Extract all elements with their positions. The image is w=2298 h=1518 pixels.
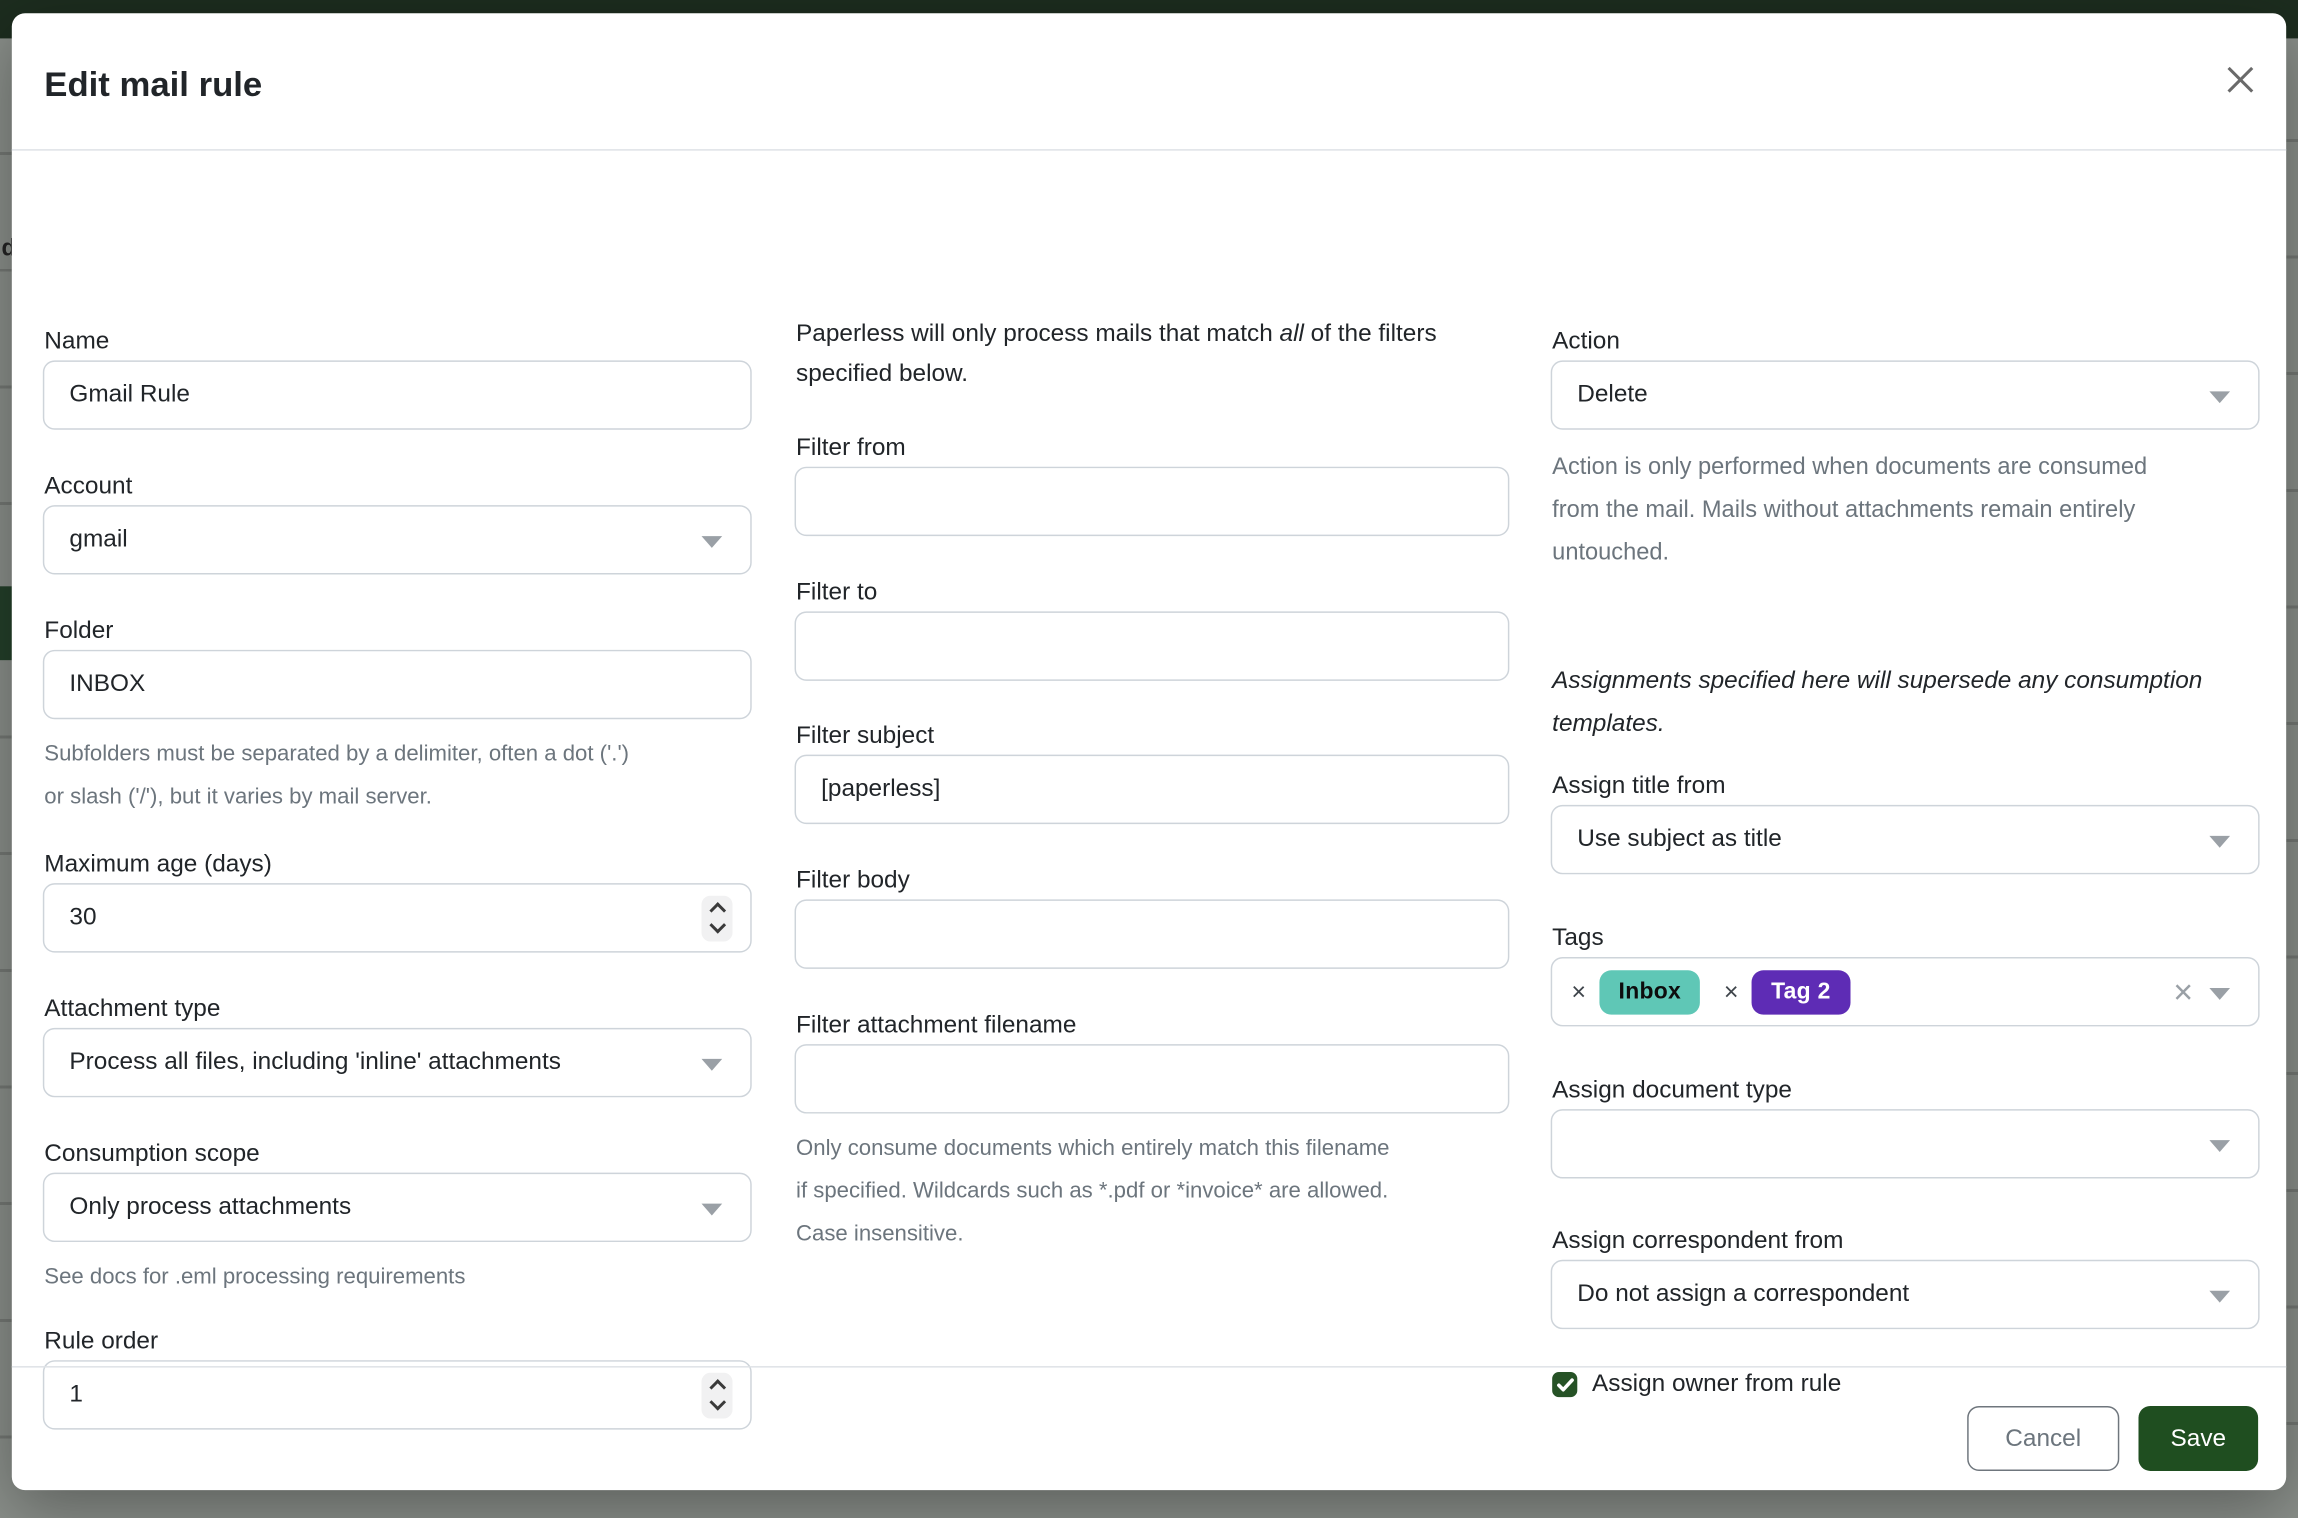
rule-order-label: Rule order <box>44 1327 159 1355</box>
column-filters: Paperless will only process mails that m… <box>794 149 1510 1366</box>
max-age-value: 30 <box>69 903 97 931</box>
tag-remove-x-icon[interactable] <box>1571 979 1586 1004</box>
x-icon <box>2224 64 2256 96</box>
caret-down-icon <box>2209 987 2231 1000</box>
intro-emphasis: all <box>1279 320 1304 348</box>
filter-to-input[interactable] <box>794 611 1510 681</box>
action-label: Action <box>1552 327 1620 355</box>
max-age-input[interactable]: 30 <box>42 883 752 953</box>
attachment-type-value: Process all files, including 'inline' at… <box>69 1048 561 1076</box>
filter-from-label: Filter from <box>796 434 906 461</box>
consumption-scope-help-text: See docs for .eml processing requirement… <box>44 1264 466 1290</box>
action-value: Delete <box>1577 381 1648 408</box>
caret-down-icon <box>701 1202 723 1215</box>
close-button[interactable] <box>2224 64 2256 96</box>
save-button[interactable]: Save <box>2138 1405 2259 1471</box>
number-spinner[interactable] <box>701 1372 733 1418</box>
filter-to-label: Filter to <box>796 578 878 606</box>
filter-body-input[interactable] <box>794 899 1510 969</box>
filter-from-input[interactable] <box>794 466 1510 537</box>
tags-multiselect[interactable]: Inbox Tag 2 <box>1550 957 2260 1027</box>
modal-header: Edit mail rule <box>11 13 2287 151</box>
assign-document-type-select[interactable] <box>1550 1109 2260 1179</box>
caret-down-icon <box>701 1058 723 1070</box>
name-input[interactable]: Gmail Rule <box>42 360 752 430</box>
tags-label: Tags <box>1552 924 1604 952</box>
page-rows-left-behind <box>0 38 12 1518</box>
rule-order-input[interactable]: 1 <box>42 1360 752 1430</box>
account-select[interactable]: gmail <box>42 505 752 575</box>
tags-clear-x-icon[interactable] <box>2173 975 2193 1009</box>
action-select[interactable]: Delete <box>1550 360 2260 430</box>
modal-footer: Cancel Save <box>11 1366 2287 1489</box>
assign-title-from-label: Assign title from <box>1552 772 1726 799</box>
attachment-type-label: Attachment type <box>44 995 221 1022</box>
max-age-label: Maximum age (days) <box>44 850 272 878</box>
filter-subject-label: Filter subject <box>796 722 935 749</box>
assign-document-type-label: Assign document type <box>1552 1076 1792 1104</box>
chevron-down-icon <box>708 916 726 934</box>
filter-attachment-help-text: Only consume documents which entirely ma… <box>796 1135 1390 1247</box>
consumption-scope-label: Consumption scope <box>44 1140 260 1167</box>
column-actions: Action Delete Action is only performed w… <box>1550 149 2260 1398</box>
tags-chip-list: Inbox Tag 2 <box>1571 969 1850 1014</box>
assign-owner-label: Assign owner from rule <box>1592 1370 1842 1398</box>
caret-down-icon <box>2209 835 2231 847</box>
caret-down-icon <box>2209 1139 2231 1152</box>
name-label: Name <box>44 327 110 355</box>
caret-down-icon <box>2209 1290 2231 1302</box>
tag-remove-x-icon[interactable] <box>1724 979 1739 1004</box>
account-label: Account <box>44 472 133 500</box>
folder-input[interactable]: INBOX <box>42 649 752 720</box>
assign-owner-row: Assign owner from rule <box>1552 1371 1841 1399</box>
assign-title-from-select[interactable]: Use subject as title <box>1550 804 2260 875</box>
folder-help-text: Subfolders must be separated by a delimi… <box>44 741 630 810</box>
intro-post: of the filters specified below. <box>796 320 1437 387</box>
assign-correspondent-from-value: Do not assign a correspondent <box>1577 1280 1910 1308</box>
filter-body-label: Filter body <box>796 866 910 894</box>
caret-down-icon <box>701 535 723 548</box>
action-help-text: Action is only performed when documents … <box>1552 454 2148 566</box>
edit-mail-rule-modal: Edit mail rule Name Gmail Rule Acco <box>11 13 2287 1491</box>
assign-correspondent-from-label: Assign correspondent from <box>1552 1227 1844 1254</box>
assign-owner-checkbox[interactable] <box>1552 1372 1578 1398</box>
filter-attachment-filename-label: Filter attachment filename <box>796 1011 1077 1039</box>
caret-down-icon <box>2209 390 2231 403</box>
consumption-scope-select[interactable]: Only process attachments <box>42 1172 752 1243</box>
modal-body: Name Gmail Rule Account gmail Folder INB… <box>12 149 2286 1430</box>
consumption-scope-value: Only process attachments <box>69 1193 352 1220</box>
rule-order-value: 1 <box>69 1380 83 1408</box>
cancel-button[interactable]: Cancel <box>1967 1405 2120 1471</box>
green-element-behind <box>0 586 12 661</box>
assign-title-from-value: Use subject as title <box>1577 825 1782 853</box>
check-icon <box>1556 1377 1574 1391</box>
tag-chip-tag-2[interactable]: Tag 2 <box>1751 969 1850 1014</box>
attachment-type-select[interactable]: Process all files, including 'inline' at… <box>42 1027 752 1098</box>
assign-correspondent-from-select[interactable]: Do not assign a correspondent <box>1550 1259 2260 1330</box>
filter-attachment-filename-input[interactable] <box>794 1044 1510 1114</box>
modal-title: Edit mail rule <box>44 64 263 104</box>
filter-subject-input[interactable]: [paperless] <box>794 754 1510 825</box>
assignments-note: Assignments specified here will supersed… <box>1552 667 2203 737</box>
tag-chip-inbox[interactable]: Inbox <box>1599 969 1701 1014</box>
folder-label: Folder <box>44 617 114 644</box>
page-rows-right-behind <box>2286 25 2298 1518</box>
account-value: gmail <box>69 525 128 553</box>
intro-pre: Paperless will only process mails that m… <box>796 320 1280 348</box>
column-general: Name Gmail Rule Account gmail Folder INB… <box>42 149 752 1430</box>
number-spinner[interactable] <box>701 894 733 941</box>
filters-intro-text: Paperless will only process mails that m… <box>796 315 1509 395</box>
